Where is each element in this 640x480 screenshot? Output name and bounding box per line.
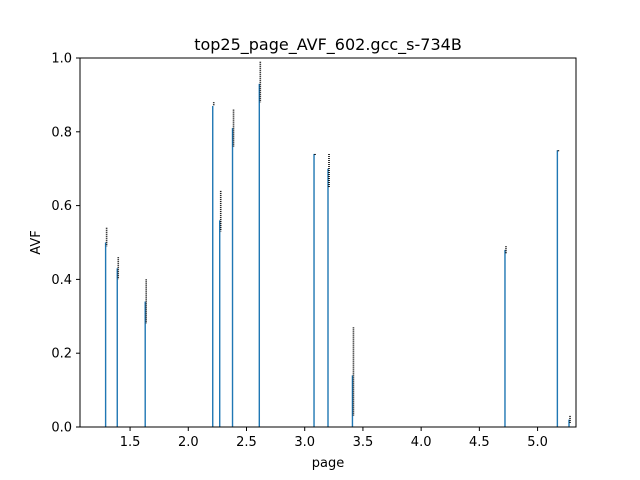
chart-title: top25_page_AVF_602.gcc_s-734B [194,35,462,55]
bar-3 [212,105,214,427]
bar-7 [313,153,315,427]
error-bars-layer [105,61,571,424]
x-tick-label-5: 4.0 [411,435,432,450]
x-tick-label-3: 3.0 [294,435,315,450]
bar-4 [219,220,221,427]
x-tick-label-4: 3.5 [353,435,374,450]
x-tick-label-7: 5.0 [527,435,548,450]
y-tick-label-1: 0.2 [51,347,72,362]
y-tick-label-3: 0.6 [51,199,72,214]
x-tick-label-6: 4.5 [469,435,490,450]
bar-12 [568,419,570,427]
x-tick-label-1: 2.0 [178,435,199,450]
x-axis-ticks: 1.5 2.0 2.5 3.0 3.5 4.0 4.5 5.0 [120,427,548,450]
bar-2 [144,301,146,427]
y-tick-label-4: 0.8 [51,125,72,140]
plot-frame [79,57,577,428]
bar-11 [556,150,559,427]
bars-layer [104,83,570,428]
x-tick-label-2: 2.5 [236,435,257,450]
x-tick-label-0: 1.5 [120,435,141,450]
y-axis-label: AVF [29,230,44,254]
bar-0 [104,242,107,427]
x-axis-label: page [312,456,344,471]
bar-1 [116,268,118,427]
y-tick-label-0: 0.0 [51,421,72,436]
y-axis-ticks: 0.0 0.2 0.4 0.6 0.8 1.0 [51,52,80,436]
bar-6 [258,83,261,427]
bar-8 [327,168,329,427]
y-tick-label-2: 0.4 [51,273,72,288]
bar-9 [351,375,354,427]
bar-10 [504,249,506,427]
bar-5 [231,128,234,428]
y-tick-label-5: 1.0 [51,52,72,67]
